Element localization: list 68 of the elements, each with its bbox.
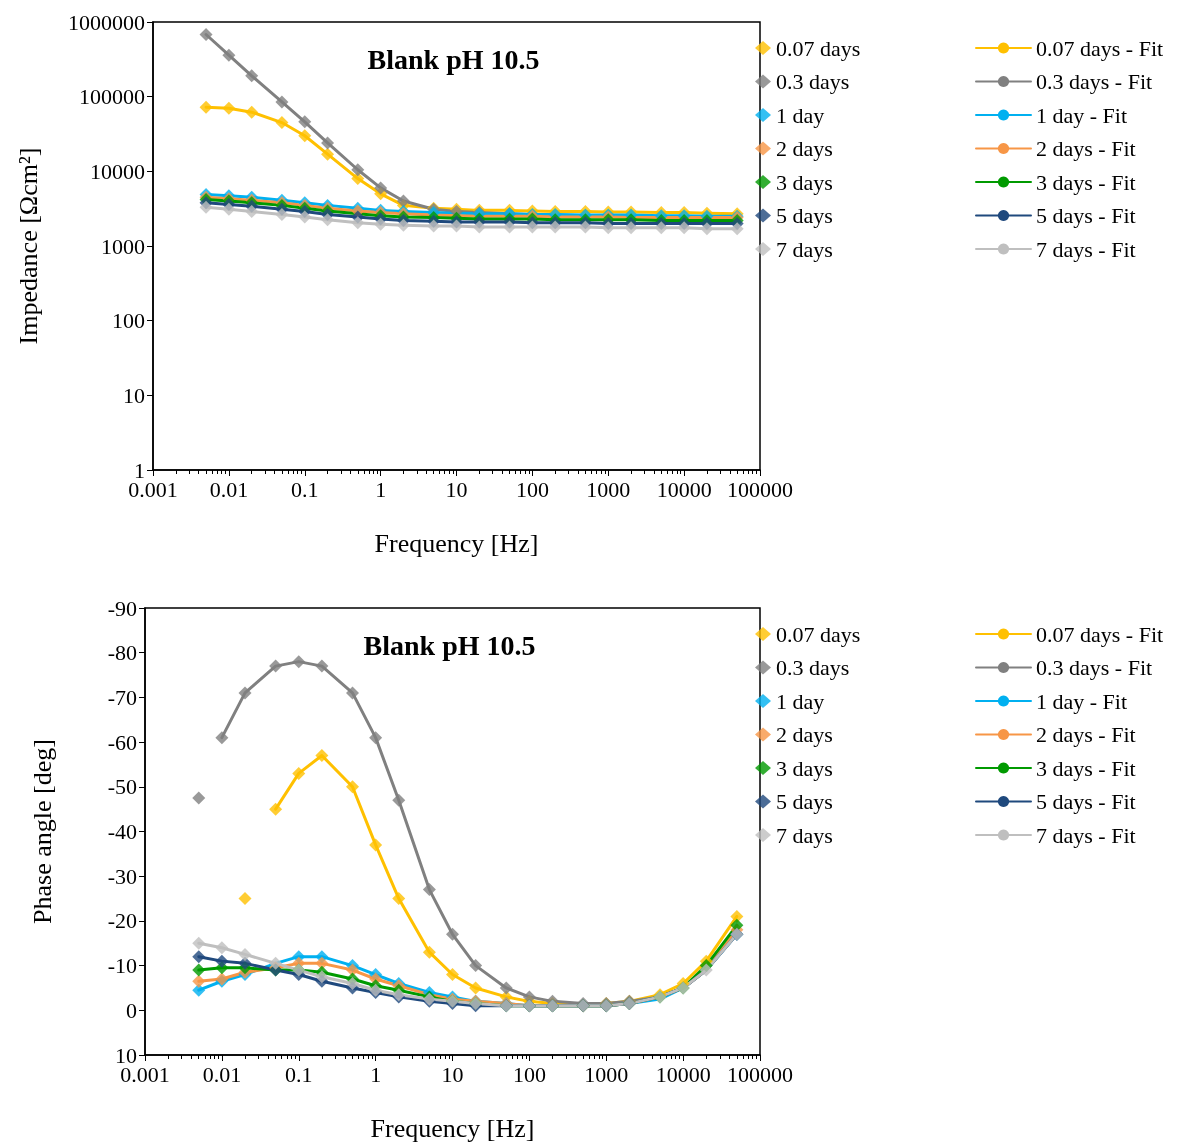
x-tick-label: 100000 — [727, 1061, 793, 1087]
x-tick-label: 100000 — [727, 476, 793, 502]
legend-label: 0.3 days — [776, 69, 850, 94]
legend-label: 0.3 days — [776, 655, 850, 680]
y-tick-label: 1 — [134, 457, 145, 483]
legend-label: 2 days — [776, 722, 833, 747]
legend-label: 3 days — [776, 755, 833, 781]
x-tick-label: 1000 — [584, 1061, 629, 1087]
legend-label: 5 days - Fit — [1036, 789, 1136, 814]
x-tick-label: 1 — [370, 1061, 382, 1087]
x-tick-label: 10000 — [656, 476, 712, 502]
legend-label: 0.07 days - Fit — [1036, 621, 1164, 647]
legend-label: 2 days — [776, 136, 833, 161]
x-tick-label: 1000 — [586, 476, 631, 502]
x-tick-label: 100 — [512, 1061, 546, 1087]
y-tick-label: -10 — [107, 953, 137, 979]
x-tick-label: 1 — [375, 476, 387, 502]
legend-label: 2 days - Fit — [1036, 136, 1136, 161]
legend-label: 0.07 days - Fit — [1036, 35, 1164, 61]
legend-label: 5 days - Fit — [1036, 203, 1136, 228]
x-tick-label: 10 — [441, 1061, 464, 1087]
y-tick-label: 1000 — [101, 233, 145, 259]
y-tick-label: 1000000 — [68, 9, 145, 35]
x-axis-title: Frequency [Hz] — [370, 1113, 535, 1143]
legend-label: 3 days - Fit — [1036, 169, 1136, 195]
y-tick-label: 100 — [112, 308, 145, 334]
x-tick-label: 10 — [445, 476, 468, 502]
legend-label: 1 day - Fit — [1036, 102, 1128, 128]
x-tick-label: 10000 — [655, 1061, 711, 1087]
legend-label: 1 day — [776, 688, 825, 714]
y-tick-label: 0 — [126, 997, 137, 1023]
legend-label: 0.3 days - Fit — [1036, 655, 1153, 680]
legend-label: 1 day - Fit — [1036, 688, 1128, 714]
legend-label: 7 days — [776, 236, 833, 262]
y-tick-label: 100000 — [79, 84, 145, 110]
x-tick-label: 0.01 — [202, 1061, 242, 1087]
legend-label: 7 days - Fit — [1036, 236, 1136, 262]
legend-label: 1 day — [776, 102, 825, 128]
y-axis-title: Phase angle [deg] — [27, 739, 57, 924]
y-tick-label: -60 — [107, 729, 137, 755]
y-axis-title: Impedance [Ωcm²] — [13, 147, 43, 345]
y-tick-label: -20 — [107, 908, 137, 934]
y-tick-label: -90 — [107, 595, 137, 621]
x-tick-label: 100 — [515, 476, 549, 502]
y-tick-label: -70 — [107, 684, 137, 710]
legend-label: 0.07 days — [776, 35, 861, 61]
x-tick-label: 0.1 — [291, 476, 319, 502]
y-tick-label: -40 — [107, 819, 137, 844]
y-tick-label: 10 — [115, 1042, 137, 1068]
legend-label: 3 days — [776, 169, 833, 195]
legend-label: 2 days - Fit — [1036, 722, 1136, 747]
legend-label: 0.3 days - Fit — [1036, 69, 1153, 94]
text: Blank pH 10.5 — [363, 629, 536, 661]
y-tick-label: 10000 — [90, 158, 145, 184]
legend-label: 3 days - Fit — [1036, 755, 1136, 781]
legend-label: 5 days — [776, 203, 833, 228]
y-tick-label: 10 — [123, 382, 145, 408]
x-tick-label: 0.1 — [285, 1061, 313, 1087]
y-tick-label: -80 — [107, 640, 137, 666]
x-tick-label: 0.01 — [209, 476, 249, 502]
y-tick-label: -50 — [107, 774, 137, 800]
legend-label: 5 days — [776, 789, 833, 814]
x-axis-title: Frequency [Hz] — [374, 528, 539, 558]
legend-label: 7 days - Fit — [1036, 822, 1136, 848]
text: Blank pH 10.5 — [367, 43, 540, 75]
legend-label: 0.07 days — [776, 621, 861, 647]
legend-label: 7 days — [776, 822, 833, 848]
y-tick-label: -30 — [107, 863, 137, 889]
